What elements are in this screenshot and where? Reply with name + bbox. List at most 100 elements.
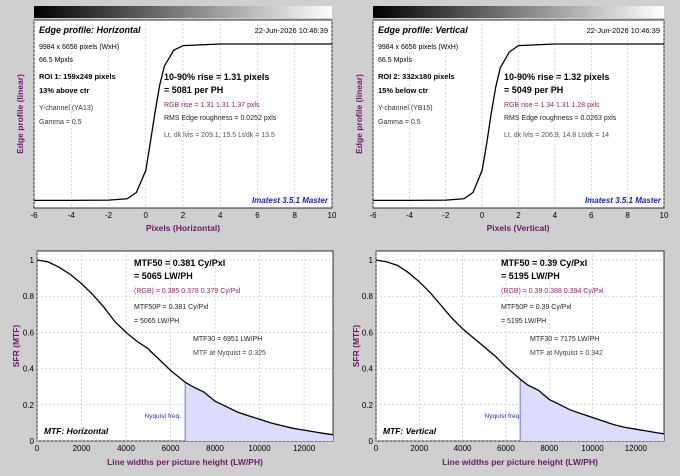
x-tick-label: 8000: [206, 444, 224, 453]
y-tick-label: 0.6: [362, 328, 374, 337]
x-tick-label: 10: [660, 211, 669, 220]
y-tick-label: 0.8: [23, 292, 35, 301]
x-tick-label: 4000: [454, 444, 472, 453]
rise-per-ph: = 5049 per PH: [504, 85, 563, 95]
x-tick-label: 8: [293, 211, 298, 220]
nyquist-region-fill: [185, 382, 333, 441]
x-tick-labels: 0 2000 4000 6000 8000 10000 12000: [35, 444, 316, 453]
gamma: Gamma = 0.5: [378, 119, 421, 126]
x-tick-label: -4: [406, 211, 414, 220]
megapixels: 66.5 Mpxls: [39, 57, 73, 64]
y-axis-label: Edge profile (linear): [354, 74, 364, 154]
rgb-rise: RGB rise = 1.31 1.31 1.37 pxls: [164, 102, 260, 109]
x-tick-labels: -6 -4 -2 0 2 4 6 8 10: [369, 211, 669, 220]
x-tick-label: 0: [144, 211, 149, 220]
mtf30-value: MTF30 = 6951 LW/PH: [193, 336, 262, 343]
roi-position: 13% above ctr: [39, 86, 90, 95]
image-size: 9984 x 6656 pixels (WxH): [39, 44, 119, 51]
x-tick-label: 4000: [117, 444, 135, 453]
x-axis-label: Line widths per picture height (LW/PH): [107, 457, 263, 467]
y-axis-label: SFR (MTF): [11, 325, 21, 368]
rise-per-ph: = 5081 per PH: [164, 85, 223, 95]
x-tick-label: 10000: [581, 444, 604, 453]
mtf-curve: [36, 259, 334, 436]
x-tick-label: -2: [105, 211, 113, 220]
panel-title: MTF: Vertical: [383, 426, 437, 436]
mtf50p-value: MTF50P = 0.39 Cy/Pxl: [501, 304, 572, 311]
roi-position: 15% below ctr: [378, 86, 428, 95]
grid: [372, 20, 665, 208]
grid: [33, 20, 333, 208]
image-size: 9984 x 6656 pixels (WxH): [378, 44, 458, 51]
y-tick-label: 0: [369, 437, 374, 446]
roi-size: ROI 2: 332x180 pixels: [378, 72, 455, 81]
y-axis-label: Edge profile (linear): [15, 74, 25, 154]
channel: Y-channel (YA13): [39, 105, 93, 112]
rgb-rise: RGB rise = 1.34 1.31 1.28 pxls: [504, 102, 600, 109]
y-tick-label: 0: [30, 437, 35, 446]
roi-size: ROI 1: 159x249 pixels: [39, 72, 116, 81]
x-tick-label: 8000: [540, 444, 558, 453]
gamma: Gamma = 0.5: [39, 119, 82, 126]
x-tick-label: 0: [374, 444, 379, 453]
mtf-panel-horizontal: 0 2000 4000 6000 8000 10000 12000 0 0.2 0.4 0.6 0.…: [11, 250, 334, 467]
x-tick-label: 12000: [625, 444, 648, 453]
x-tick-label: 12000: [293, 444, 316, 453]
mtf-panel-vertical: 0 2000 4000 6000 8000 10000 12000 0 0.2 0.4 0.6 0.…: [351, 250, 665, 467]
mtf50p-value: MTF50P = 0.381 Cy/Pxl: [134, 304, 209, 311]
mtf50p-lwph: = 5065 LW/PH: [134, 318, 179, 325]
x-tick-label: 2000: [410, 444, 428, 453]
x-axis-label: Pixels (Vertical): [487, 223, 550, 233]
y-tick-label: 1: [30, 256, 35, 265]
x-tick-label: -4: [68, 211, 76, 220]
nyquist-label: Nyquist freq.: [485, 413, 522, 420]
nyquist-label: Nyquist freq.: [145, 413, 182, 420]
mtf50-lwph: = 5195 LW/PH: [501, 271, 560, 281]
light-dark-levels: Lt, dk lvls = 206.9, 14.8 Lt/dk = 14: [504, 132, 609, 139]
x-tick-labels: -6 -4 -2 0 2 4 6 8 10: [30, 211, 337, 220]
mtf-nyquist: MTF at Nyquist = 0.342: [530, 350, 603, 357]
panel-title: MTF: Horizontal: [44, 426, 109, 436]
x-tick-label: 6000: [162, 444, 180, 453]
brand-label: Imatest 3.5.1 Master: [252, 196, 329, 205]
x-tick-label: 2000: [73, 444, 91, 453]
x-tick-label: 8: [625, 211, 630, 220]
light-dark-levels: Lt, dk lvls = 209.1, 15.5 Lt/dk = 13.5: [164, 132, 275, 139]
x-tick-label: 10000: [248, 444, 271, 453]
x-tick-label: 2: [516, 211, 521, 220]
y-tick-label: 0.4: [23, 365, 35, 374]
x-tick-label: -6: [369, 211, 377, 220]
mtf50-lwph: = 5065 LW/PH: [134, 271, 193, 281]
panel-title: Edge profile: Horizontal: [39, 25, 141, 35]
rms-roughness: RMS Edge roughness = 0.0252 pxls: [164, 115, 277, 122]
x-tick-label: 2: [181, 211, 186, 220]
x-tick-label: 0: [480, 211, 485, 220]
x-tick-label: -2: [442, 211, 450, 220]
x-tick-label: 4: [218, 211, 223, 220]
rgb-mtf50: (RGB) = 0.385 0.378 0.379 Cy/Pxl: [134, 288, 241, 295]
brand-label: Imatest 3.5.1 Master: [585, 196, 662, 205]
mtf-nyquist: MTF at Nyquist = 0.325: [193, 350, 266, 357]
gradient-strip: [34, 6, 332, 18]
panel-title: Edge profile: Vertical: [378, 25, 468, 35]
mtf30-value: MTF30 = 7175 LW/PH: [530, 336, 599, 343]
x-tick-label: 0: [35, 444, 40, 453]
y-axis-label: SFR (MTF): [351, 325, 361, 368]
rise-value: 10-90% rise = 1.31 pixels: [164, 72, 269, 82]
edge-profile-line: [373, 43, 664, 202]
channel: Y-channel (YB15): [378, 105, 433, 112]
edge-panel-horizontal: -6 -4 -2 0 2 4 6 8 10 Edge profile: Horizontal 2…: [15, 6, 337, 233]
x-tick-labels: 0 2000 4000 6000 8000 10000 12000: [374, 444, 648, 453]
mtf50p-lwph: = 5195 LW/PH: [501, 318, 546, 325]
edge-profile-line: [34, 43, 332, 202]
y-tick-labels: 0 0.2 0.4 0.6 0.8 1: [362, 256, 374, 446]
x-tick-label: 4: [553, 211, 558, 220]
mtf50-value: MTF50 = 0.381 Cy/Pxl: [134, 258, 225, 268]
x-axis-label: Line widths per picture height (LW/PH): [442, 457, 598, 467]
x-axis-label: Pixels (Horizontal): [146, 223, 220, 233]
x-tick-label: 6: [589, 211, 594, 220]
rms-roughness: RMS Edge roughness = 0.0263 pxls: [504, 115, 617, 122]
rise-value: 10-90% rise = 1.32 pixels: [504, 72, 609, 82]
